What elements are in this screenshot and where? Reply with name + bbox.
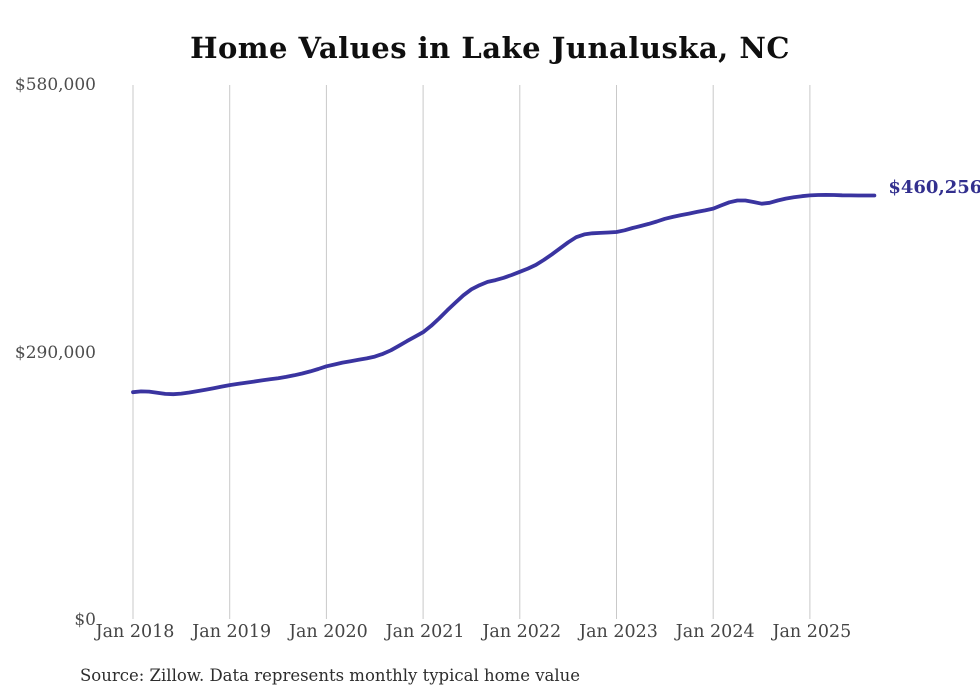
x-axis-tick-label: Jan 2018	[95, 622, 175, 642]
chart-title: Home Values in Lake Junaluska, NC	[190, 31, 790, 65]
x-axis-tick-label: Jan 2020	[288, 622, 368, 642]
x-axis-tick-label: Jan 2021	[385, 622, 465, 642]
x-axis-tick-label: Jan 2024	[675, 622, 755, 642]
x-axis-tick-label: Jan 2023	[579, 622, 658, 642]
source-note: Source: Zillow. Data represents monthly …	[80, 666, 581, 685]
x-axis-tick-label: Jan 2025	[772, 622, 852, 642]
gridlines	[132, 85, 811, 619]
x-axis-tick-label: Jan 2019	[192, 622, 272, 642]
y-axis-tick-label: $290,000	[14, 342, 96, 363]
final-value-label: $460,256	[888, 177, 980, 199]
y-axis-tick-label: $0	[74, 610, 96, 630]
x-axis-tick-label: Jan 2022	[482, 622, 562, 642]
home-value-line	[131, 192, 877, 397]
y-axis-tick-label: $580,000	[14, 75, 96, 95]
